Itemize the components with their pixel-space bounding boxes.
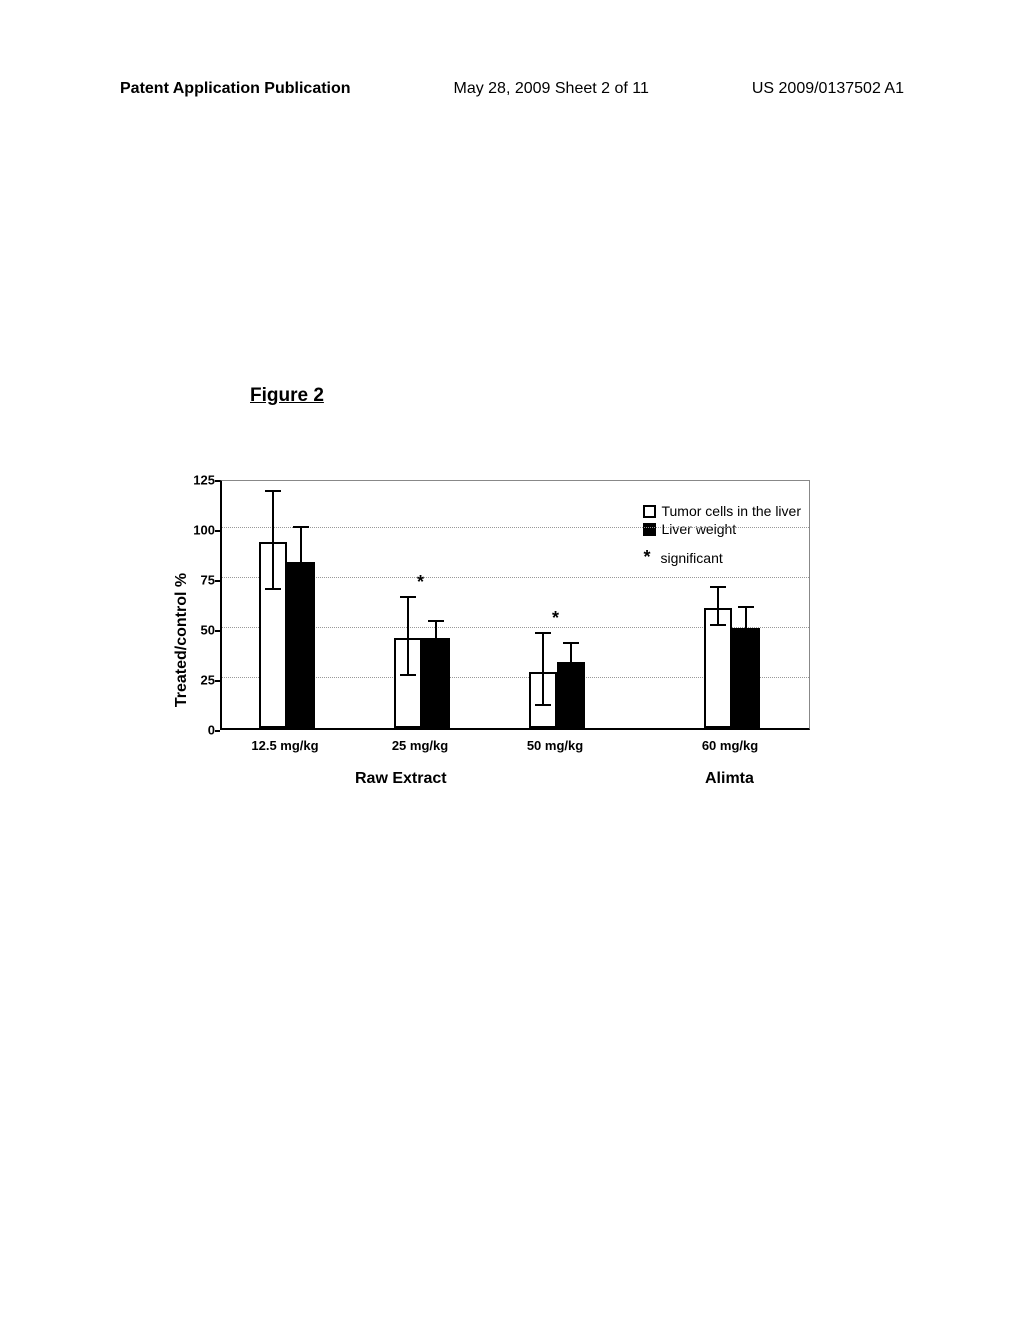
error-bar [300, 526, 302, 596]
bar-liver [557, 662, 585, 728]
bar-tumor [529, 672, 557, 728]
x-tick-label: 50 mg/kg [527, 738, 583, 753]
legend-label: Tumor cells in the liver [661, 503, 801, 519]
error-bar [570, 642, 572, 676]
y-tick-label: 0 [185, 723, 215, 738]
y-tick-label: 25 [185, 673, 215, 688]
plot-area: Tumor cells in the liver Liver weight * … [220, 480, 810, 730]
legend-item: Liver weight [643, 521, 801, 537]
legend-swatch-liver [643, 523, 656, 536]
error-bar [407, 596, 409, 676]
header-center: May 28, 2009 Sheet 2 of 11 [453, 80, 648, 98]
bar-chart: Treated/control % 0255075100125 Tumor ce… [145, 470, 825, 810]
y-tick-label: 50 [185, 623, 215, 638]
x-tick-label: 60 mg/kg [702, 738, 758, 753]
significance-star-icon: * [417, 572, 424, 593]
significance-star-icon: * [552, 608, 559, 629]
error-bar [745, 606, 747, 646]
page-header: Patent Application Publication May 28, 2… [120, 80, 904, 98]
legend-item: Tumor cells in the liver [643, 503, 801, 519]
error-bar [272, 490, 274, 590]
error-bar [542, 632, 544, 706]
legend-label: Liver weight [661, 521, 736, 537]
bar-tumor [394, 638, 422, 728]
y-tick-label: 125 [185, 473, 215, 488]
bar-tumor [259, 542, 287, 728]
gridline [222, 527, 809, 528]
legend-swatch-tumor [643, 505, 656, 518]
y-tick-label: 75 [185, 573, 215, 588]
bar-liver [287, 562, 315, 728]
error-bar [717, 586, 719, 626]
x-tick-label: 12.5 mg/kg [251, 738, 318, 753]
figure-title: Figure 2 [250, 385, 324, 407]
header-right: US 2009/0137502 A1 [752, 80, 904, 98]
legend-significance-label: significant [660, 550, 722, 566]
y-tick-mark [215, 730, 220, 732]
header-left: Patent Application Publication [120, 80, 351, 98]
chart-legend: Tumor cells in the liver Liver weight * … [643, 503, 801, 568]
x-group-label: Alimta [705, 770, 754, 788]
x-tick-label: 25 mg/kg [392, 738, 448, 753]
bar-liver [732, 628, 760, 728]
star-icon: * [643, 547, 650, 568]
x-group-label: Raw Extract [355, 770, 447, 788]
y-tick-label: 100 [185, 523, 215, 538]
legend-significance: * significant [643, 547, 801, 568]
error-bar [435, 620, 437, 652]
bar-tumor [704, 608, 732, 728]
bar-liver [422, 638, 450, 728]
